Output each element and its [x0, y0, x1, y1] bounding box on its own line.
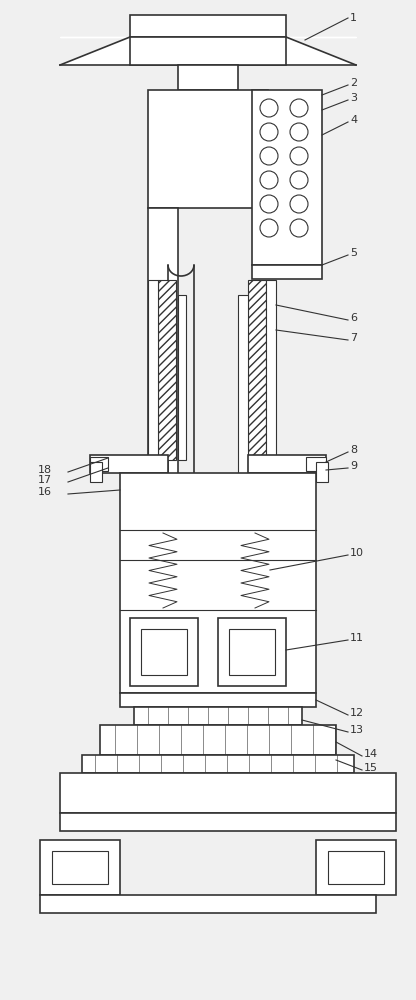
Bar — [141, 629, 187, 675]
Bar — [148, 90, 268, 208]
Text: 18: 18 — [38, 465, 52, 475]
Text: 6: 6 — [350, 313, 357, 323]
Text: 3: 3 — [350, 93, 357, 103]
Bar — [266, 280, 276, 480]
Text: 5: 5 — [350, 248, 357, 258]
Bar — [252, 265, 322, 279]
Circle shape — [290, 123, 308, 141]
Bar — [40, 895, 376, 913]
Circle shape — [290, 219, 308, 237]
Circle shape — [260, 219, 278, 237]
Polygon shape — [60, 37, 356, 65]
Bar — [120, 693, 316, 707]
Text: 17: 17 — [38, 475, 52, 485]
Bar — [316, 840, 396, 895]
Circle shape — [260, 99, 278, 117]
Bar — [82, 755, 354, 773]
Bar — [158, 280, 176, 460]
Text: 7: 7 — [350, 333, 357, 343]
Text: 4: 4 — [350, 115, 357, 125]
Bar — [60, 773, 396, 813]
Text: 8: 8 — [350, 445, 357, 455]
Circle shape — [290, 99, 308, 117]
Text: 9: 9 — [350, 461, 357, 471]
Text: 12: 12 — [350, 708, 364, 718]
Bar — [60, 813, 396, 831]
Bar — [328, 851, 384, 884]
Bar — [178, 65, 238, 90]
Bar — [40, 840, 120, 895]
Circle shape — [290, 171, 308, 189]
Circle shape — [290, 195, 308, 213]
Bar — [229, 629, 275, 675]
Text: 1: 1 — [350, 13, 357, 23]
Bar — [134, 707, 302, 725]
Bar — [130, 37, 286, 65]
Bar — [130, 618, 198, 686]
Bar — [100, 725, 336, 755]
Text: 14: 14 — [364, 749, 378, 759]
Circle shape — [260, 147, 278, 165]
Bar — [178, 295, 186, 460]
Bar — [90, 457, 108, 471]
Bar — [218, 618, 286, 686]
Text: 16: 16 — [38, 487, 52, 497]
Bar — [148, 208, 178, 493]
Bar — [120, 473, 316, 693]
Text: 13: 13 — [350, 725, 364, 735]
Bar — [52, 851, 108, 884]
Bar — [248, 455, 326, 473]
Bar — [130, 15, 286, 37]
Bar — [90, 455, 168, 473]
Circle shape — [260, 123, 278, 141]
Bar — [306, 457, 326, 471]
Circle shape — [260, 195, 278, 213]
Bar — [248, 280, 266, 480]
Bar — [252, 90, 322, 265]
Circle shape — [290, 147, 308, 165]
Text: 2: 2 — [350, 78, 357, 88]
Bar — [90, 462, 102, 482]
Bar — [148, 280, 158, 460]
Text: 10: 10 — [350, 548, 364, 558]
Circle shape — [260, 171, 278, 189]
Text: 15: 15 — [364, 763, 378, 773]
Bar — [316, 462, 328, 482]
Text: 11: 11 — [350, 633, 364, 643]
Bar — [238, 295, 248, 480]
